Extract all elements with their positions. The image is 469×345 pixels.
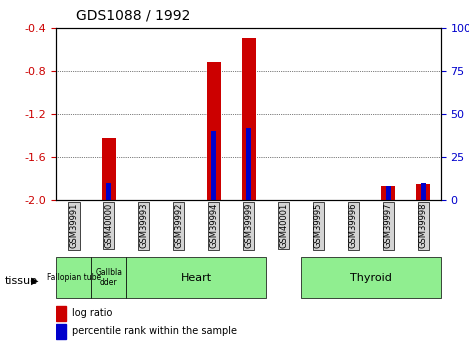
Text: Thyroid: Thyroid: [350, 273, 392, 283]
Bar: [91, 257, 126, 298]
Text: GSM39991: GSM39991: [69, 203, 78, 248]
Text: GSM39999: GSM39999: [244, 203, 253, 248]
Bar: [56, 257, 91, 298]
Text: GSM39993: GSM39993: [139, 203, 148, 248]
Text: GSM40000: GSM40000: [104, 203, 113, 248]
Bar: [106, 183, 111, 200]
Text: percentile rank within the sample: percentile rank within the sample: [72, 326, 237, 336]
Text: Heart: Heart: [181, 273, 212, 283]
Bar: [242, 38, 256, 200]
Text: GSM39994: GSM39994: [209, 203, 218, 248]
Bar: [381, 186, 395, 200]
Bar: [211, 131, 216, 200]
Bar: [246, 128, 251, 200]
Bar: [126, 257, 266, 298]
Text: log ratio: log ratio: [72, 308, 112, 318]
Text: Gallbla
dder: Gallbla dder: [95, 268, 122, 287]
Text: GSM39995: GSM39995: [314, 203, 323, 248]
Text: GSM39992: GSM39992: [174, 203, 183, 248]
Bar: [56, 306, 66, 321]
Bar: [416, 184, 431, 200]
Bar: [56, 324, 66, 338]
Text: GDS1088 / 1992: GDS1088 / 1992: [76, 8, 190, 22]
Text: GSM39998: GSM39998: [419, 203, 428, 248]
Bar: [386, 186, 391, 200]
Bar: [301, 257, 441, 298]
Bar: [102, 138, 116, 200]
Text: GSM40001: GSM40001: [279, 203, 288, 248]
Text: Fallopian tube: Fallopian tube: [47, 273, 101, 282]
Text: ▶: ▶: [30, 276, 38, 286]
Bar: [421, 183, 426, 200]
Text: GSM39997: GSM39997: [384, 203, 393, 248]
Bar: [207, 62, 220, 200]
Text: tissue: tissue: [5, 276, 38, 286]
Text: GSM39996: GSM39996: [349, 203, 358, 248]
